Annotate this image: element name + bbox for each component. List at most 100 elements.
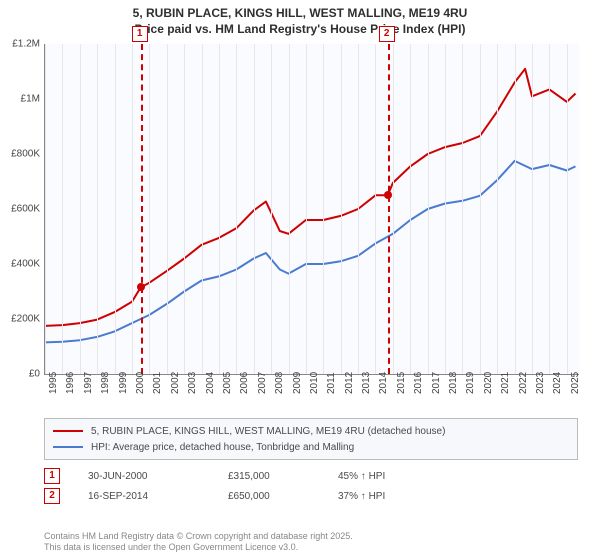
xtick-label: 2024 (552, 372, 563, 394)
xtick-label: 2006 (239, 372, 250, 394)
gridline (567, 44, 568, 374)
xtick-label: 2011 (326, 372, 337, 394)
event-marker-line (141, 44, 143, 374)
sale-date: 30-JUN-2000 (88, 471, 228, 482)
xtick-label: 2013 (361, 372, 372, 394)
sales-row: 2 16-SEP-2014£650,00037% ↑ HPI (44, 486, 578, 506)
xtick-label: 1997 (83, 372, 94, 394)
gridline (323, 44, 324, 374)
series-price_paid (45, 69, 576, 326)
sale-index-icon: 1 (44, 468, 60, 484)
sale-price: £650,000 (228, 491, 338, 502)
xtick-label: 2019 (465, 372, 476, 394)
gridline (115, 44, 116, 374)
xtick-label: 2022 (518, 372, 529, 394)
sales-table: 1 30-JUN-2000£315,00045% ↑ HPI 2 16-SEP-201… (44, 466, 578, 506)
gridline (410, 44, 411, 374)
gridline (358, 44, 359, 374)
gridline (184, 44, 185, 374)
xtick-label: 2015 (396, 372, 407, 394)
sale-price: £315,000 (228, 471, 338, 482)
title-line2: Price paid vs. HM Land Registry's House … (0, 22, 600, 38)
xtick-label: 2007 (257, 372, 268, 394)
title-line1: 5, RUBIN PLACE, KINGS HILL, WEST MALLING… (0, 6, 600, 22)
xtick-label: 2012 (344, 372, 355, 394)
gridline (428, 44, 429, 374)
xtick-label: 2010 (309, 372, 320, 394)
gridline (45, 44, 46, 374)
sales-row: 1 30-JUN-2000£315,00045% ↑ HPI (44, 466, 578, 486)
gridline (219, 44, 220, 374)
event-marker-box: 1 (132, 26, 148, 42)
xtick-label: 2009 (292, 372, 303, 394)
ytick-label: £400K (0, 259, 40, 270)
xtick-label: 1999 (118, 372, 129, 394)
legend-swatch-icon (53, 446, 83, 448)
xtick-label: 2008 (274, 372, 285, 394)
ytick-label: £0 (0, 369, 40, 380)
gridline (202, 44, 203, 374)
gridline (462, 44, 463, 374)
event-marker-line (388, 44, 390, 374)
xtick-label: 2014 (378, 372, 389, 394)
gridline (532, 44, 533, 374)
xtick-label: 2023 (535, 372, 546, 394)
legend-swatch-icon (53, 430, 83, 432)
attribution-line2: This data is licensed under the Open Gov… (44, 542, 353, 554)
sale-point-icon (137, 283, 145, 291)
sale-point-icon (384, 191, 392, 199)
xtick-label: 2021 (500, 372, 511, 394)
sale-pct: 45% ↑ HPI (338, 471, 438, 482)
xtick-label: 2025 (570, 372, 581, 394)
line-chart (44, 44, 579, 375)
gridline (62, 44, 63, 374)
gridline (497, 44, 498, 374)
xtick-label: 2005 (222, 372, 233, 394)
legend-label: HPI: Average price, detached house, Tonb… (91, 442, 354, 453)
xtick-label: 1995 (48, 372, 59, 394)
gridline (167, 44, 168, 374)
event-marker-box: 2 (379, 26, 395, 42)
gridline (149, 44, 150, 374)
gridline (393, 44, 394, 374)
xtick-label: 2004 (205, 372, 216, 394)
gridline (306, 44, 307, 374)
ytick-label: £1.2M (0, 39, 40, 50)
xtick-label: 2003 (187, 372, 198, 394)
gridline (254, 44, 255, 374)
sale-date: 16-SEP-2014 (88, 491, 228, 502)
legend-row: HPI: Average price, detached house, Tonb… (53, 439, 569, 455)
xtick-label: 2000 (135, 372, 146, 394)
ytick-label: £600K (0, 204, 40, 215)
xtick-label: 2018 (448, 372, 459, 394)
gridline (132, 44, 133, 374)
gridline (80, 44, 81, 374)
xtick-label: 1998 (100, 372, 111, 394)
legend-label: 5, RUBIN PLACE, KINGS HILL, WEST MALLING… (91, 426, 445, 437)
gridline (445, 44, 446, 374)
xtick-label: 2020 (483, 372, 494, 394)
gridline (375, 44, 376, 374)
attribution-line1: Contains HM Land Registry data © Crown c… (44, 531, 353, 543)
title-block: 5, RUBIN PLACE, KINGS HILL, WEST MALLING… (0, 0, 600, 37)
ytick-label: £800K (0, 149, 40, 160)
sale-pct: 37% ↑ HPI (338, 491, 438, 502)
ytick-label: £200K (0, 314, 40, 325)
xtick-label: 2016 (413, 372, 424, 394)
gridline (341, 44, 342, 374)
gridline (97, 44, 98, 374)
sale-index-icon: 2 (44, 488, 60, 504)
legend: 5, RUBIN PLACE, KINGS HILL, WEST MALLING… (44, 418, 578, 460)
legend-row: 5, RUBIN PLACE, KINGS HILL, WEST MALLING… (53, 423, 569, 439)
series-hpi (45, 161, 576, 343)
gridline (515, 44, 516, 374)
gridline (480, 44, 481, 374)
xtick-label: 2001 (152, 372, 163, 394)
xtick-label: 2017 (431, 372, 442, 394)
gridline (549, 44, 550, 374)
xtick-label: 1996 (65, 372, 76, 394)
attribution: Contains HM Land Registry data © Crown c… (44, 531, 353, 554)
ytick-label: £1M (0, 94, 40, 105)
gridline (289, 44, 290, 374)
gridline (271, 44, 272, 374)
